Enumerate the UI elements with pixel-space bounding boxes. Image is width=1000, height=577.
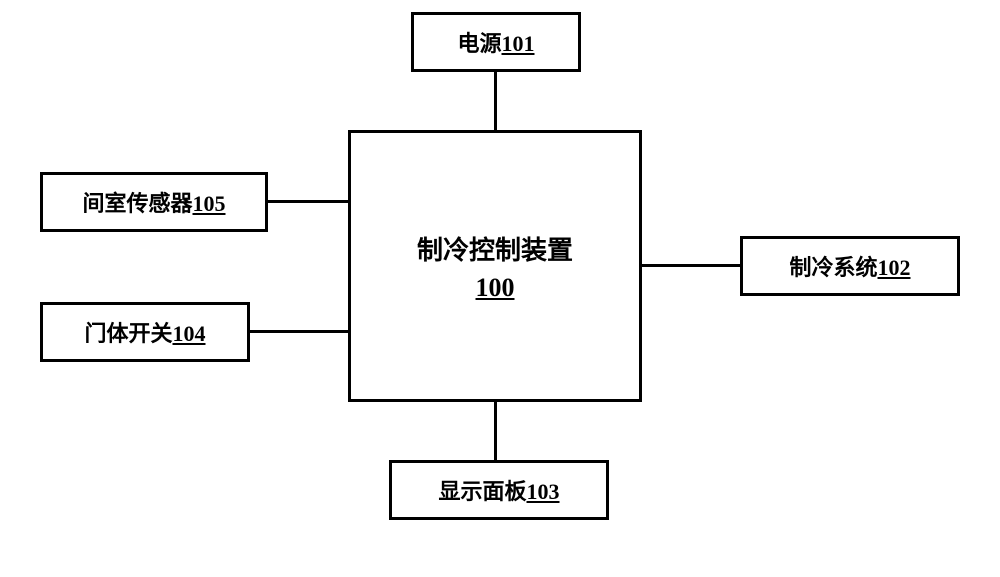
node-center: 制冷控制装置 100 [348, 130, 642, 402]
node-left-bot-number: 104 [173, 321, 206, 346]
node-bottom-number: 103 [527, 479, 560, 504]
node-center-number: 100 [476, 273, 515, 303]
node-left-top-number: 105 [193, 191, 226, 216]
node-left-bot-label: 门体开关 [84, 321, 172, 346]
node-bottom-label: 显示面板 [438, 479, 526, 504]
edge-center-right [642, 264, 740, 267]
node-left-top-label: 间室传感器 [82, 191, 192, 216]
edge-top-center [494, 72, 497, 130]
node-center-label: 制冷控制装置 [417, 230, 573, 267]
node-top-number: 101 [502, 31, 535, 56]
node-top-label: 电源 [457, 31, 501, 56]
node-left-top: 间室传感器105 [40, 172, 268, 232]
edge-lefttop-center [268, 200, 348, 203]
node-left-bot-row: 门体开关104 [84, 316, 205, 348]
edge-center-bottom [494, 402, 497, 460]
node-bottom-row: 显示面板103 [438, 474, 559, 506]
node-top-row: 电源101 [457, 26, 534, 58]
node-top: 电源101 [411, 12, 581, 72]
node-right-row: 制冷系统102 [789, 250, 910, 282]
edge-leftbot-center [250, 330, 348, 333]
node-right-label: 制冷系统 [789, 255, 877, 280]
node-bottom: 显示面板103 [389, 460, 609, 520]
node-left-top-row: 间室传感器105 [82, 186, 225, 218]
node-right: 制冷系统102 [740, 236, 960, 296]
node-right-number: 102 [878, 255, 911, 280]
node-left-bot: 门体开关104 [40, 302, 250, 362]
